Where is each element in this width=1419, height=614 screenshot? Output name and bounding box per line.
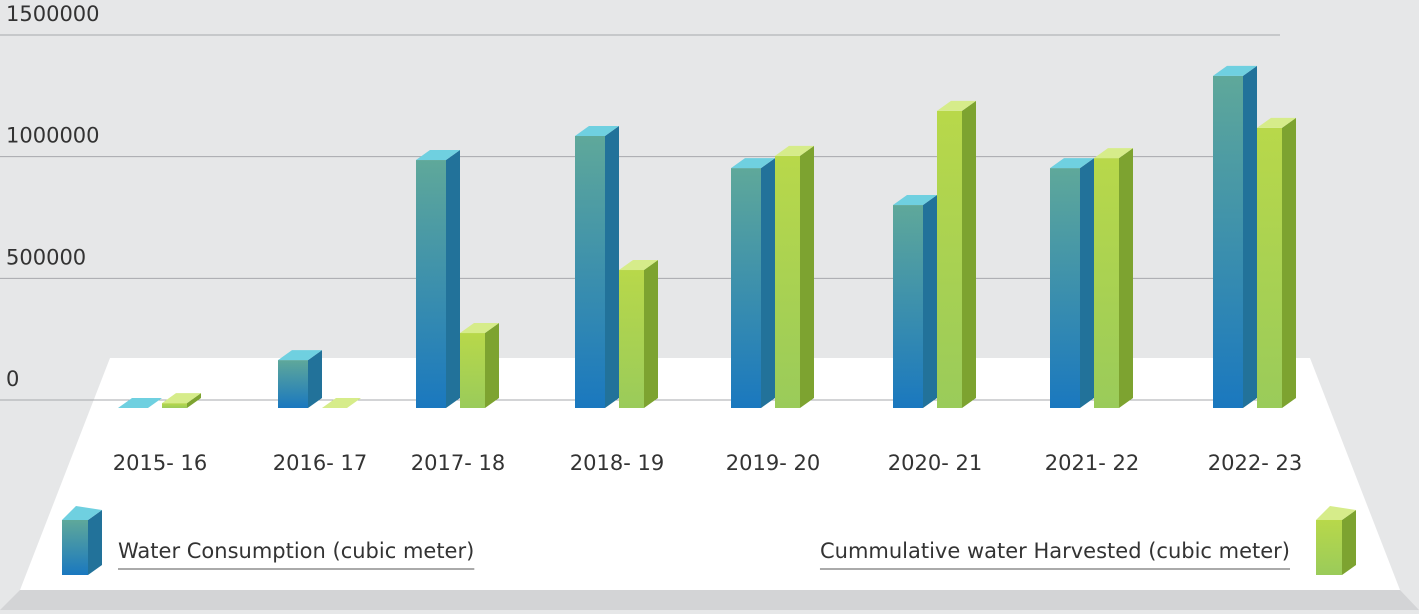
bar xyxy=(619,260,658,408)
bar-side xyxy=(800,145,814,408)
x-tick-label: 2019- 20 xyxy=(726,451,820,475)
x-tick-label: 2017- 18 xyxy=(411,451,505,475)
bar-side xyxy=(761,158,775,408)
bar xyxy=(1050,158,1094,408)
bar-front xyxy=(575,135,605,408)
bar-front xyxy=(731,168,761,408)
bar-front xyxy=(1050,168,1080,408)
y-tick-label: 1000000 xyxy=(6,124,100,148)
bar-side xyxy=(644,260,658,408)
bar-front xyxy=(937,110,962,408)
bar-top xyxy=(278,350,322,361)
bar-side xyxy=(485,323,499,408)
x-tick-label: 2021- 22 xyxy=(1045,451,1139,475)
bar xyxy=(937,100,976,408)
bar-top xyxy=(460,323,499,334)
y-tick-label: 1500000 xyxy=(6,2,100,26)
bar xyxy=(416,150,460,408)
bar-top xyxy=(893,195,937,206)
bar-side xyxy=(923,195,937,408)
bar-top xyxy=(619,260,658,271)
bar-side xyxy=(187,393,201,408)
bar-side xyxy=(962,100,976,408)
bar-front xyxy=(1213,75,1243,408)
legend-icon-side xyxy=(88,510,102,575)
x-tick-label: 2015- 16 xyxy=(113,451,207,475)
bar xyxy=(460,323,499,408)
bar-top xyxy=(1257,117,1296,128)
bar xyxy=(322,398,361,408)
bar xyxy=(731,158,775,408)
x-tick-label: 2020- 21 xyxy=(888,451,982,475)
legend-label: Cummulative water Harvested (cubic meter… xyxy=(820,539,1290,563)
bar-top xyxy=(1094,148,1133,159)
x-tick-label: 2018- 19 xyxy=(570,451,664,475)
y-tick-label: 0 xyxy=(6,367,19,391)
bar-top xyxy=(162,393,201,404)
bar xyxy=(278,350,322,408)
bar-front xyxy=(619,270,644,408)
bar xyxy=(162,393,201,408)
bar xyxy=(1094,148,1133,408)
bar-front xyxy=(278,360,308,408)
bar xyxy=(1213,65,1257,408)
bar-front xyxy=(775,155,800,408)
bar-front xyxy=(460,333,485,408)
legend-label: Water Consumption (cubic meter) xyxy=(118,539,474,563)
bar-front xyxy=(1257,127,1282,408)
bar-top xyxy=(937,100,976,111)
bar-top xyxy=(731,158,775,169)
y-tick-label: 500000 xyxy=(6,245,86,269)
platform xyxy=(20,358,1400,590)
x-tick-label: 2016- 17 xyxy=(273,451,367,475)
bar-side xyxy=(446,150,460,408)
bar xyxy=(575,125,619,408)
legend-icon-top xyxy=(1316,506,1356,520)
legend-icon-side xyxy=(1342,510,1356,575)
bar-top xyxy=(118,398,162,408)
bar-side xyxy=(1282,117,1296,408)
legend-icon xyxy=(62,520,88,575)
bar-front xyxy=(162,403,187,408)
bar-top xyxy=(416,150,460,161)
legend-icon xyxy=(1316,520,1342,575)
bar-front xyxy=(893,205,923,408)
bar xyxy=(1257,117,1296,408)
x-tick-label: 2022- 23 xyxy=(1208,451,1302,475)
bar-top xyxy=(1213,65,1257,76)
bar-front xyxy=(416,160,446,408)
bar xyxy=(775,145,814,408)
bar-side xyxy=(308,350,322,408)
bar-side xyxy=(1080,158,1094,408)
bar-top xyxy=(322,398,361,408)
bar xyxy=(893,195,937,408)
bar-side xyxy=(1243,65,1257,408)
bar-top xyxy=(775,145,814,156)
bar-top xyxy=(1050,158,1094,169)
bar-side xyxy=(605,125,619,408)
bar-front xyxy=(1094,158,1119,408)
bar xyxy=(118,398,162,408)
bar-side xyxy=(1119,148,1133,408)
legend-icon-top xyxy=(62,506,102,520)
bar-top xyxy=(575,125,619,136)
platform-edge xyxy=(0,590,1419,610)
